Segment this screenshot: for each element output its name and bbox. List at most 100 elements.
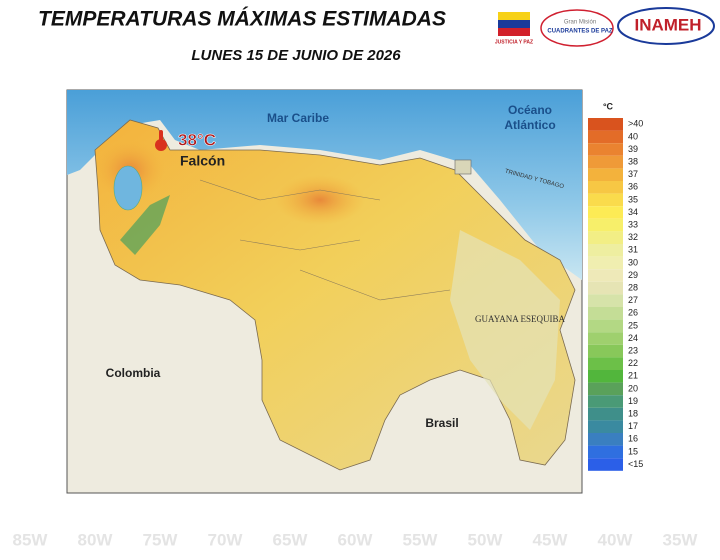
- state-borders: [199, 179, 451, 301]
- legend-label: >40: [628, 119, 643, 129]
- legend-swatch: [588, 181, 623, 194]
- logo-ring: [617, 7, 715, 45]
- legend-label: 25: [628, 320, 638, 330]
- legend-label: 32: [628, 232, 638, 242]
- legend-swatch: [588, 420, 623, 433]
- legend-swatch: [588, 206, 623, 219]
- subtitle: LUNES 15 DE JUNIO DE 2026: [191, 47, 401, 64]
- sea-label: Mar Caribe: [267, 111, 329, 125]
- background-longitude: 55W: [403, 530, 439, 549]
- legend-label: 24: [628, 333, 638, 343]
- flag-stripe: [498, 12, 530, 20]
- legend-label: 21: [628, 371, 638, 381]
- legend-label: 26: [628, 308, 638, 318]
- background-longitude: 40W: [598, 530, 634, 549]
- legend-swatch: [588, 193, 623, 207]
- lake-maracaibo: [113, 165, 143, 211]
- legend-label: 18: [628, 408, 638, 418]
- legend-label: 31: [628, 245, 638, 255]
- legend-label: <15: [628, 459, 643, 469]
- legend-swatch: [588, 357, 623, 370]
- legend-swatch: [588, 382, 623, 396]
- region-label: GUAYANA ESEQUIBA: [475, 314, 565, 324]
- legend-label: 20: [628, 383, 638, 393]
- legend-label: 27: [628, 295, 638, 305]
- legend-swatch: [588, 130, 623, 144]
- legend-swatch: [588, 294, 623, 307]
- country-label: Brasil: [425, 416, 458, 430]
- legend-swatch: [588, 143, 623, 156]
- legend-label: 33: [628, 219, 638, 229]
- background-longitude: 75W: [143, 530, 179, 549]
- legend-swatch: [588, 395, 623, 408]
- legend-swatch: [588, 168, 623, 181]
- legend-unit: °C: [603, 101, 614, 111]
- legend-swatch: [588, 281, 623, 295]
- legend-swatch: [588, 445, 623, 459]
- background-longitude: 80W: [78, 530, 114, 549]
- legend-label: 29: [628, 270, 638, 280]
- logo-text: INAMEH: [634, 15, 701, 34]
- legend-swatch: [588, 332, 623, 345]
- highlight-state: Falcón: [180, 153, 225, 169]
- legend-label: 19: [628, 396, 638, 406]
- venezuela-land: [94, 119, 576, 471]
- map-panel: 38°C Falcón Mar Caribe Océano Atlántico …: [66, 89, 583, 494]
- legend-swatch: [588, 118, 623, 131]
- legend-swatch: [588, 231, 623, 244]
- logos: JUSTICIA Y PAZ Gran Misión CUADRANTES DE…: [495, 7, 715, 47]
- legend-swatch: [588, 256, 623, 270]
- background-longitude: 50W: [468, 530, 504, 549]
- legend-label: 36: [628, 182, 638, 192]
- legend-label: 30: [628, 257, 638, 267]
- thermometer-icon: [155, 139, 167, 151]
- legend-label: 37: [628, 169, 638, 179]
- trinidad-island: [454, 159, 472, 175]
- legend-label: 39: [628, 144, 638, 154]
- title: TEMPERATURAS MÁXIMAS ESTIMADAS: [38, 8, 446, 31]
- legend: >40 40 39 38 37 36 35 34 33 32 31 30 29 28 27 26 25 24 23 2…: [588, 118, 643, 471]
- background-longitude: 65W: [273, 530, 309, 549]
- logo-text: CUADRANTES DE PAZ: [547, 29, 613, 35]
- background-longitude: 85W: [13, 530, 49, 549]
- andes-cool-zone: [120, 195, 170, 255]
- logo-text: Gran Misión: [564, 20, 596, 26]
- legend-swatch: [588, 218, 623, 232]
- guayana-zone: [450, 230, 560, 430]
- legend-label: 15: [628, 446, 638, 456]
- legend-label: 16: [628, 434, 638, 444]
- sea-area: [67, 90, 582, 280]
- flag-stripe: [498, 20, 530, 28]
- hot-zone: [275, 175, 365, 225]
- legend-swatch: [588, 155, 623, 169]
- legend-label: 34: [628, 207, 638, 217]
- legend-swatch: [588, 370, 623, 383]
- legend-swatch: [588, 307, 623, 320]
- thermometer-icon: [159, 130, 163, 144]
- background-longitude: 70W: [208, 530, 244, 549]
- legend-swatch: [588, 407, 623, 421]
- legend-label: 28: [628, 282, 638, 292]
- logo-caption: JUSTICIA Y PAZ: [495, 39, 533, 45]
- legend-label: 17: [628, 421, 638, 431]
- legend-swatch: [588, 344, 623, 358]
- background-longitude: 60W: [338, 530, 374, 549]
- background-longitude: 45W: [533, 530, 569, 549]
- ocean-label: Océano: [508, 103, 552, 117]
- legend-swatch: [588, 319, 623, 333]
- country-label: Colombia: [106, 366, 161, 380]
- legend-label: 38: [628, 156, 638, 166]
- background-watermark: 85W 80W 75W 70W 65W 60W 55W 50W 45W 40W 35W: [13, 530, 699, 549]
- legend-label: 35: [628, 194, 638, 204]
- legend-swatch: [588, 433, 623, 446]
- background-longitude: 35W: [663, 530, 699, 549]
- legend-swatch: [588, 458, 623, 471]
- legend-label: 23: [628, 345, 638, 355]
- legend-label: 40: [628, 131, 638, 141]
- logo-ring: [540, 9, 614, 47]
- legend-swatch: [588, 244, 623, 257]
- legend-label: 22: [628, 358, 638, 368]
- ocean-label: Atlántico: [504, 118, 555, 132]
